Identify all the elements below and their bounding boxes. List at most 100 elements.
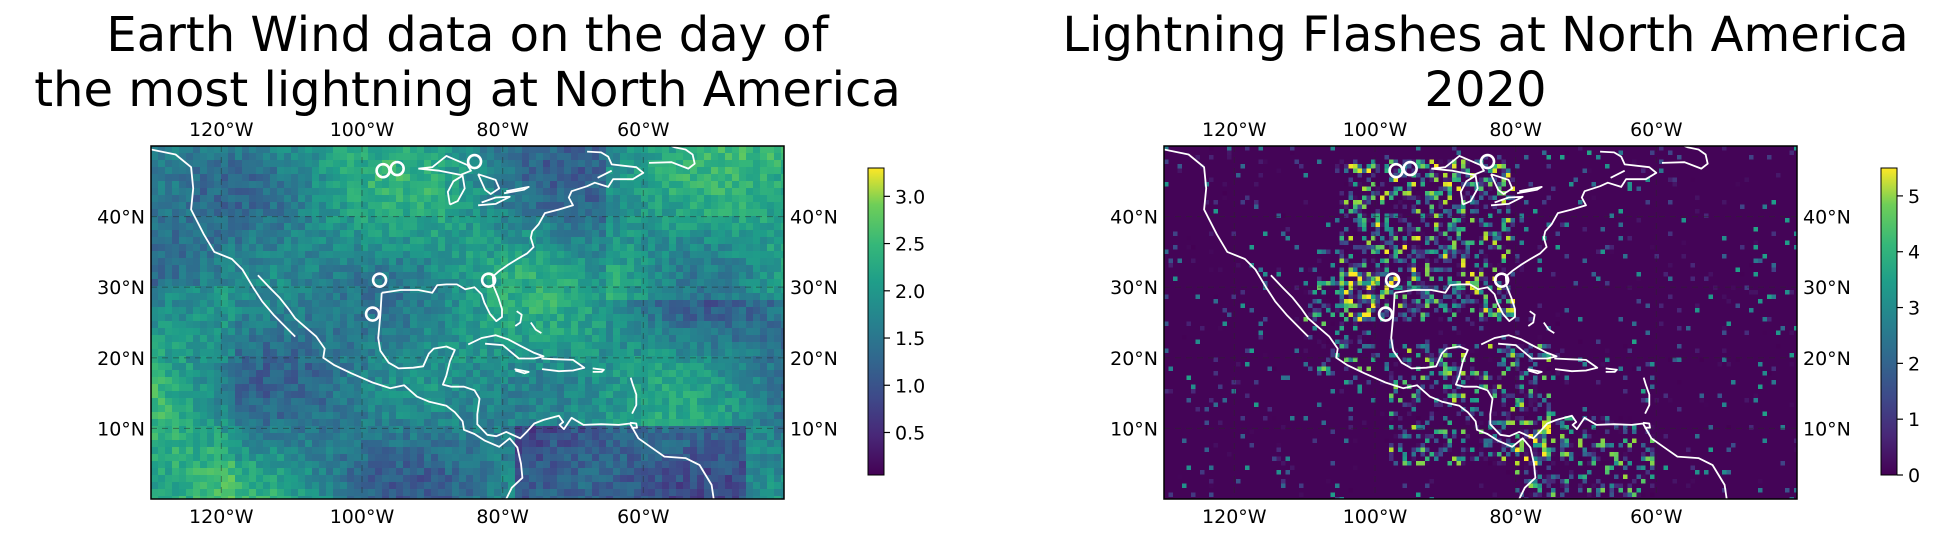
heatmap-field [1164, 146, 1797, 499]
coastline [1459, 174, 1479, 206]
coastline [503, 185, 530, 195]
colorbar-tick-label: 1.0 [895, 375, 925, 397]
location-marker [364, 306, 381, 322]
lon-tick-label: 80°W [476, 119, 529, 141]
lat-tick-label: 40°N [1803, 207, 1851, 229]
wind-map-panel: 120°W 120°W 100°W 100°W 80°W 80°W 60°W 60°W 10°N… [97, 119, 925, 528]
lat-tick-label: 20°N [790, 348, 838, 370]
coastlines [1164, 146, 1728, 499]
coastline [1642, 377, 1651, 414]
lon-tick-label: 80°W [1489, 506, 1542, 528]
colorbar-tick-label: 4 [1908, 242, 1920, 264]
lon-tick-label: 100°W [330, 119, 395, 141]
coastline [1605, 367, 1618, 373]
lat-tick-label: 40°N [790, 207, 838, 229]
coastline [1480, 334, 1558, 360]
coastline [151, 148, 296, 338]
location-marker [1402, 160, 1418, 177]
colorbar-tick-label: 2.0 [895, 281, 925, 303]
left-chart-title: Earth Wind data on the day of the most l… [34, 7, 901, 118]
coastline [1164, 148, 1309, 338]
location-marker [371, 272, 388, 288]
coastline [1554, 357, 1599, 373]
colorbar-tick-label: 1 [1908, 409, 1920, 431]
lon-tick-label: 100°W [1343, 506, 1408, 528]
lon-tick-label: 80°W [1489, 119, 1542, 141]
lat-tick-label: 40°N [97, 207, 145, 229]
coastline [541, 357, 586, 373]
colorbar-tick-label: 3 [1908, 298, 1920, 320]
coastline [418, 154, 472, 176]
coastline [530, 321, 542, 334]
coastline [1490, 173, 1514, 195]
lon-tick-label: 100°W [330, 506, 395, 528]
coastline [1490, 195, 1524, 207]
lat-tick-label: 40°N [1110, 207, 1158, 229]
coastline [257, 274, 524, 499]
lon-tick-label: 60°W [1630, 119, 1683, 141]
lat-tick-label: 30°N [97, 277, 145, 299]
lat-tick-label: 30°N [1803, 277, 1851, 299]
coastline [1610, 169, 1626, 179]
coastline [648, 146, 696, 170]
coastline [446, 174, 466, 206]
map-frame [1163, 145, 1798, 500]
location-marker [480, 272, 497, 288]
lat-tick-label: 10°N [790, 418, 838, 440]
colorbar-tick-label: 0 [1908, 465, 1920, 487]
coastline [1270, 274, 1537, 499]
coastline [381, 150, 645, 323]
lon-tick-label: 60°W [617, 506, 670, 528]
lon-tick-label: 120°W [189, 119, 254, 141]
coastline [514, 368, 530, 375]
colorbar-tick-label: 0.5 [895, 422, 925, 444]
location-marker [466, 153, 483, 170]
lat-tick-label: 10°N [1803, 418, 1851, 440]
lat-tick-label: 20°N [97, 348, 145, 370]
coastline [1390, 292, 1728, 499]
map-frame [150, 145, 785, 500]
heatmap-field [151, 146, 784, 499]
location-marker [1377, 306, 1394, 322]
lat-tick-label: 20°N [1110, 348, 1158, 370]
lon-tick-label: 60°W [617, 119, 670, 141]
coastline [377, 292, 715, 499]
lon-tick-label: 120°W [1202, 119, 1267, 141]
coastline [629, 377, 638, 414]
coastline [1642, 421, 1651, 429]
right-chart-title: Lightning Flashes at North America 2020 [1062, 7, 1909, 118]
coastline [597, 169, 613, 179]
colorbar-tick-label: 5 [1908, 186, 1920, 208]
lat-tick-label: 30°N [1110, 277, 1158, 299]
coastline [1431, 154, 1485, 176]
lon-tick-label: 80°W [476, 506, 529, 528]
gridlines [1164, 146, 1797, 499]
colorbar-tick-label: 2.5 [895, 234, 925, 256]
colorbar-tick-label: 1.5 [895, 328, 925, 350]
lat-tick-label: 30°N [790, 277, 838, 299]
lon-tick-label: 120°W [189, 506, 254, 528]
coastline [1394, 150, 1658, 323]
colorbar [867, 167, 885, 476]
location-marker [389, 160, 405, 177]
location-marker [1493, 272, 1510, 288]
colorbar-tick-label: 2 [1908, 353, 1920, 375]
coastline [467, 334, 545, 360]
lat-tick-label: 10°N [1110, 418, 1158, 440]
gridlines [151, 146, 784, 499]
location-marker [1388, 162, 1404, 179]
location-marker [1479, 153, 1496, 170]
coastline [1527, 310, 1536, 327]
lat-tick-label: 20°N [1803, 348, 1851, 370]
coastline [592, 367, 605, 373]
coastline [1543, 321, 1555, 334]
coastline [1516, 185, 1543, 195]
colorbar [1880, 167, 1898, 476]
coastline [478, 195, 511, 207]
lon-tick-label: 120°W [1202, 506, 1267, 528]
location-marker [1384, 272, 1401, 288]
lon-tick-label: 60°W [1630, 506, 1683, 528]
coastline [477, 173, 501, 195]
lon-tick-label: 100°W [1343, 119, 1408, 141]
